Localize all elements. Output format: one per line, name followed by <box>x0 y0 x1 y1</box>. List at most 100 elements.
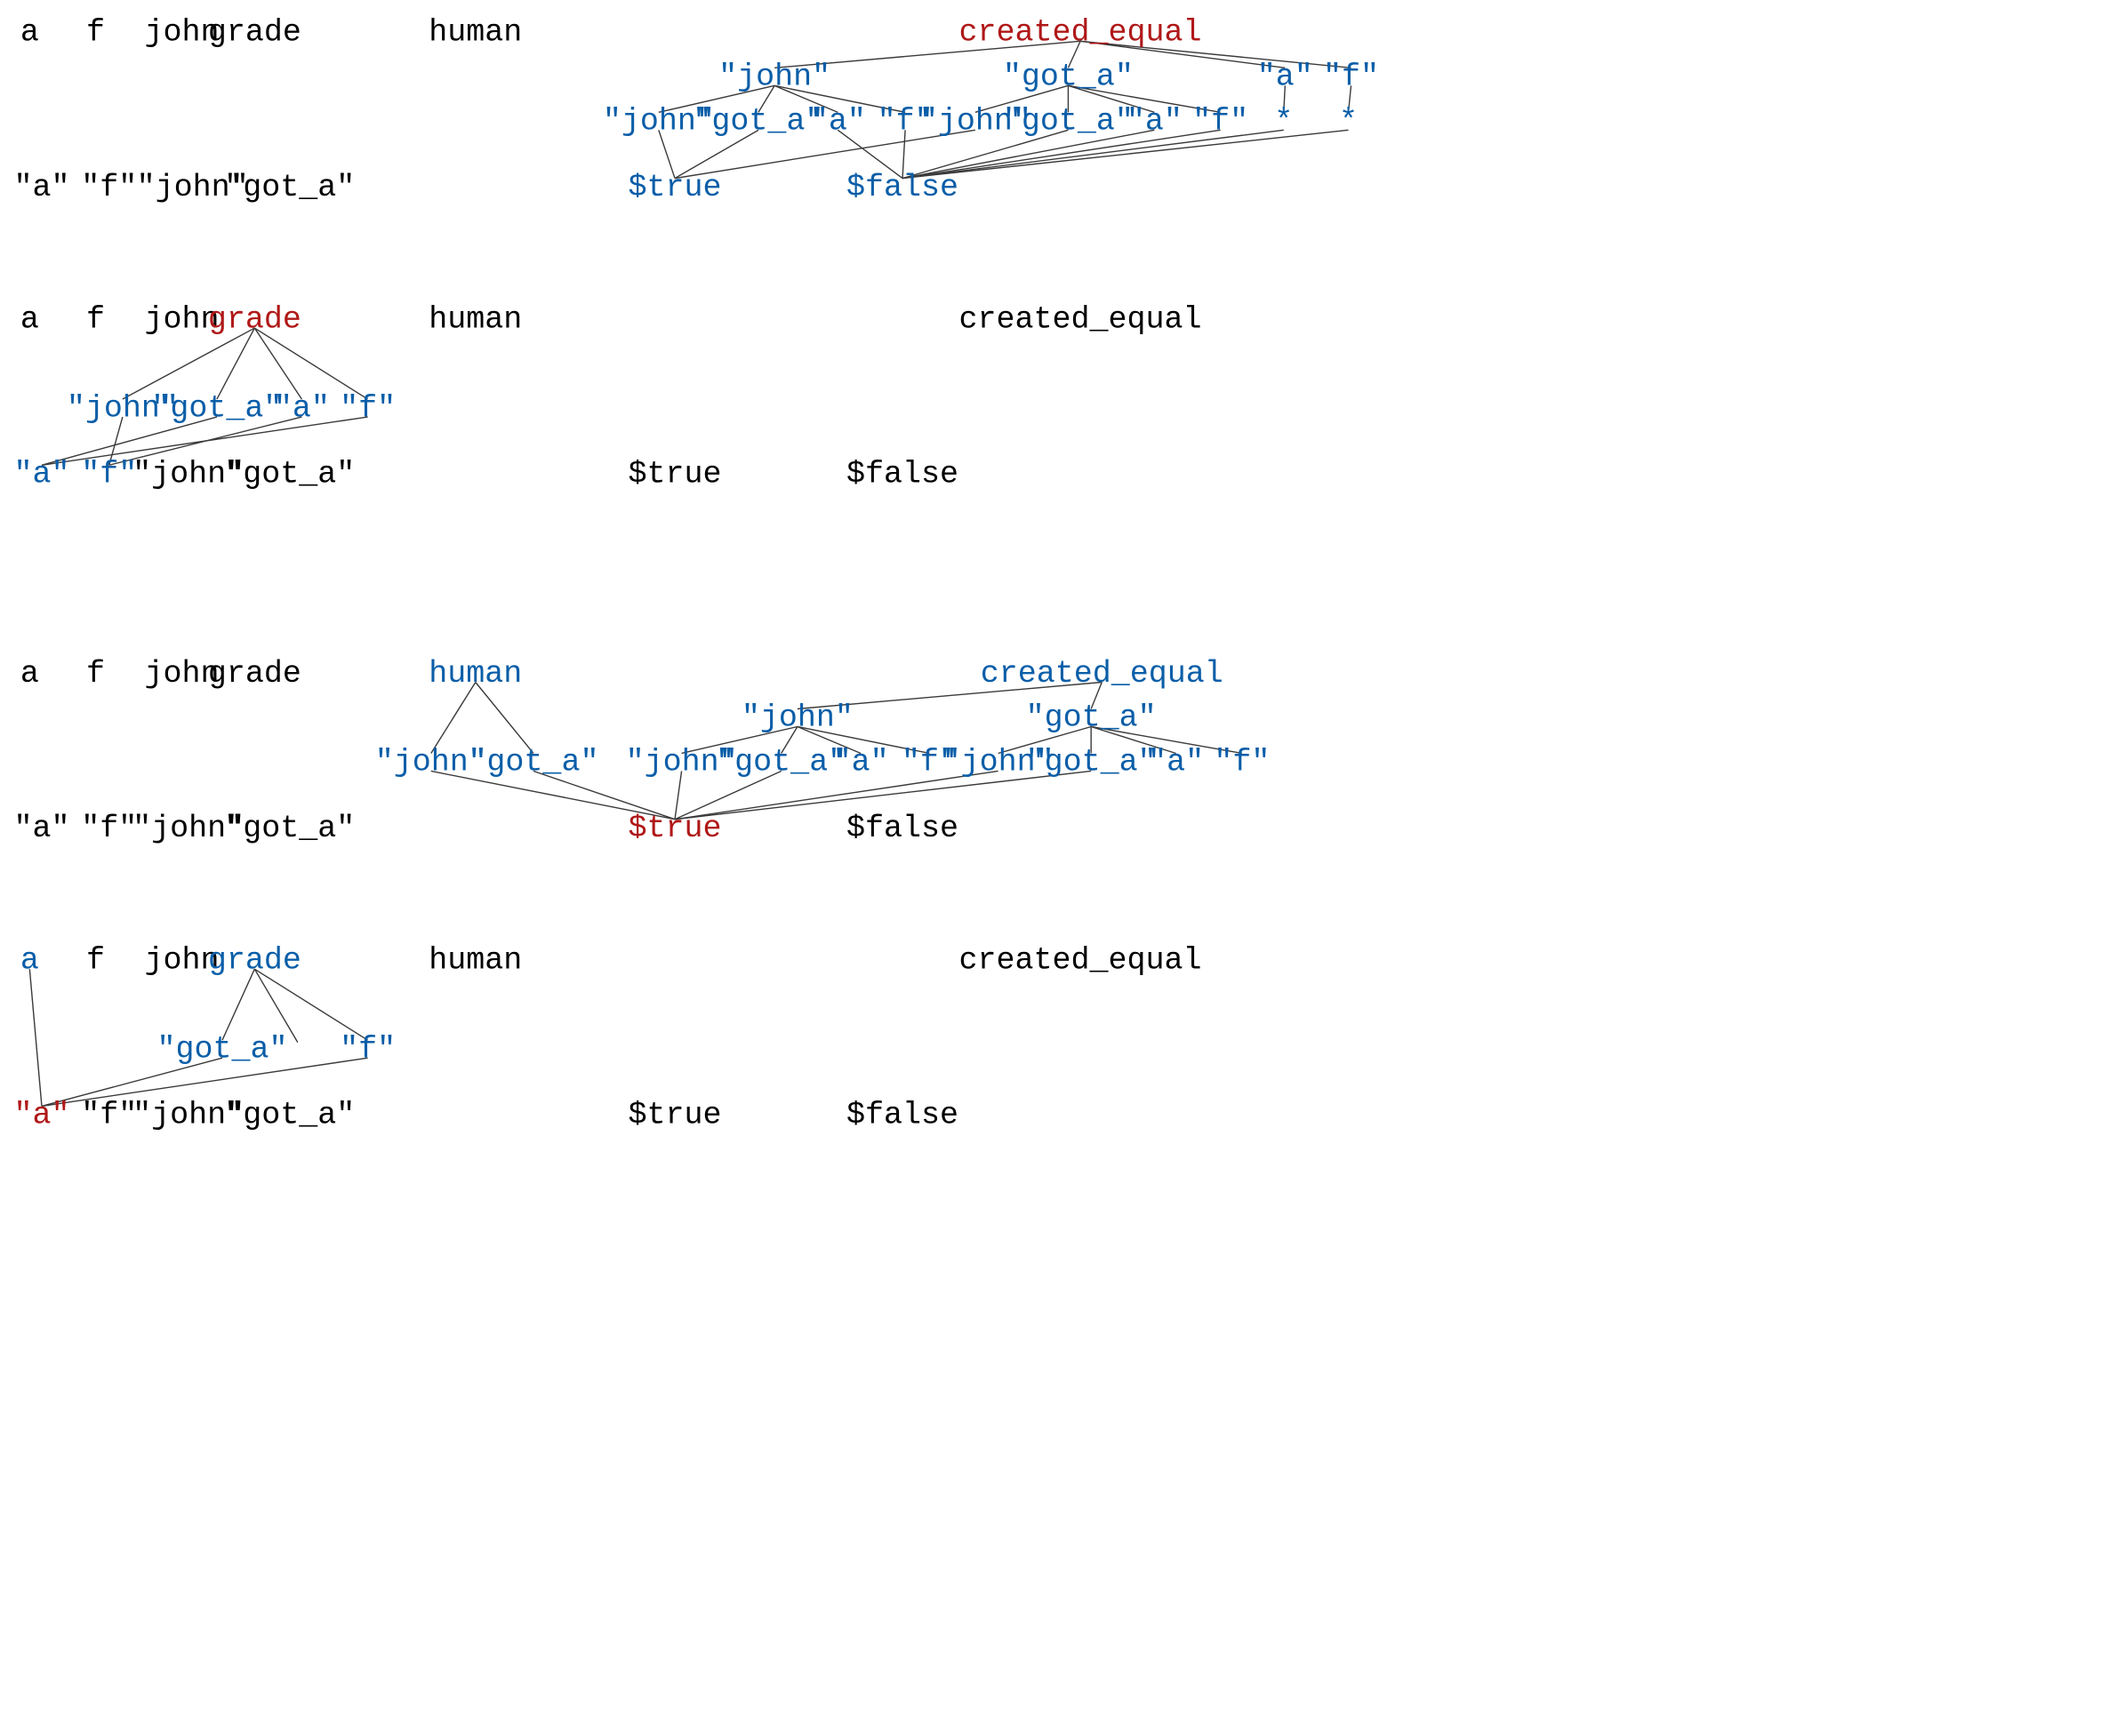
edge-human-h2 <box>475 682 534 754</box>
node-f: f <box>86 15 105 51</box>
edge-g2-qa <box>41 416 218 466</box>
node-qf: "f" <box>81 811 137 846</box>
node-c3: "a" <box>1257 60 1313 95</box>
edge-grade-g1 <box>122 327 255 400</box>
node-g2: "got_a" <box>151 390 282 426</box>
node-d7: "a" <box>1127 104 1183 140</box>
node-f: f <box>86 656 105 692</box>
node-john: john <box>145 942 220 978</box>
node-g1: "john" <box>67 390 179 426</box>
node-qa: "a" <box>13 170 69 205</box>
edge-grade-g4 <box>253 327 368 400</box>
edge-d9-false <box>902 129 1284 180</box>
edge-ce-c1 <box>774 40 1081 69</box>
edge-d8-false <box>902 129 1221 180</box>
node-d5: "john" <box>919 104 1031 140</box>
node-grade: grade <box>208 656 301 692</box>
edge-a-qa <box>28 969 43 1107</box>
node-d6: "got_a" <box>1026 745 1157 780</box>
node-false: $false <box>846 1098 958 1133</box>
node-ce: created_equal <box>959 15 1202 51</box>
node-c1: "john" <box>718 60 830 95</box>
edge-grade-g3 <box>253 327 302 400</box>
edge-d4-false <box>902 130 906 179</box>
edge-h2-true <box>533 770 676 820</box>
node-g2: "got_a" <box>156 1031 287 1067</box>
node-true: $true <box>628 457 721 492</box>
node-false: $false <box>846 170 958 205</box>
node-d6: "got_a" <box>1003 104 1134 140</box>
node-d8: "f" <box>1214 745 1270 780</box>
node-d2: "got_a" <box>693 104 823 140</box>
node-true: $true <box>628 170 721 205</box>
edge-c4-d10 <box>1347 85 1352 113</box>
node-a: a <box>20 942 39 978</box>
node-qgot: "got_a" <box>224 457 355 492</box>
edge-c2-d5 <box>974 84 1069 114</box>
node-ce: created_equal <box>981 656 1223 692</box>
edge-d6-true <box>674 770 1092 820</box>
edge-grade-g4 <box>253 968 368 1041</box>
node-d10: * <box>1339 104 1358 140</box>
edge-h1-true <box>430 770 676 820</box>
node-a: a <box>20 656 39 692</box>
node-human: human <box>429 656 522 692</box>
node-d9: * <box>1274 104 1293 140</box>
edge-g4-qa <box>41 416 368 466</box>
node-qgot: "got_a" <box>224 170 355 205</box>
edge-ce-c2 <box>1067 41 1081 68</box>
node-qjohn: "john" <box>132 1098 245 1133</box>
edge-c1-d2 <box>758 84 775 113</box>
node-john: john <box>145 15 220 51</box>
node-g3: "a" <box>274 390 330 426</box>
node-a: a <box>20 15 39 51</box>
node-d3: "a" <box>810 104 866 140</box>
node-false: $false <box>846 457 958 492</box>
node-grade: grade <box>208 942 301 978</box>
node-qgot: "got_a" <box>224 811 355 846</box>
node-qa: "a" <box>13 1098 69 1133</box>
edge-d2-true <box>674 770 782 820</box>
node-h1: "john" <box>375 745 487 780</box>
node-john: john <box>145 656 220 692</box>
edge-c2-d8 <box>1091 725 1242 755</box>
node-human: human <box>429 15 522 51</box>
node-grade: grade <box>208 15 301 51</box>
edge-d10-false <box>902 129 1349 180</box>
edge-d5-true <box>674 770 998 820</box>
node-c4: "f" <box>1323 60 1379 95</box>
node-d3: "a" <box>833 745 889 780</box>
node-ce: created_equal <box>959 301 1202 337</box>
node-true: $true <box>628 1098 721 1133</box>
node-g4: "f" <box>340 1031 396 1067</box>
edge-g2-qa <box>41 1057 223 1108</box>
node-qjohn: "john" <box>132 457 245 492</box>
edge-d2-true <box>674 129 759 180</box>
node-human: human <box>429 301 522 337</box>
node-qf: "f" <box>81 170 137 205</box>
node-john: john <box>145 301 220 337</box>
node-d4: "f" <box>902 745 958 780</box>
node-qf: "f" <box>81 457 137 492</box>
node-qa: "a" <box>13 457 69 492</box>
edge-c3-d9 <box>1283 85 1287 113</box>
edge-g4-qa <box>41 1057 368 1108</box>
node-qf: "f" <box>81 1098 137 1133</box>
node-human: human <box>429 942 522 978</box>
node-qjohn: "john" <box>137 170 249 205</box>
node-d1: "john" <box>626 745 738 780</box>
edge-c1-d1 <box>658 84 775 114</box>
edge-c1-d3 <box>797 725 862 755</box>
edge-grade-g2 <box>221 968 255 1041</box>
edge-g1-qf <box>108 416 124 466</box>
edge-grade-g2 <box>216 327 255 400</box>
node-d5: "john" <box>942 745 1055 780</box>
edge-c2-d5 <box>998 725 1092 755</box>
node-c2: "got_a" <box>1003 60 1134 95</box>
node-qa: "a" <box>13 811 69 846</box>
edge-ce-c3 <box>1079 40 1286 69</box>
node-grade: grade <box>208 301 301 337</box>
